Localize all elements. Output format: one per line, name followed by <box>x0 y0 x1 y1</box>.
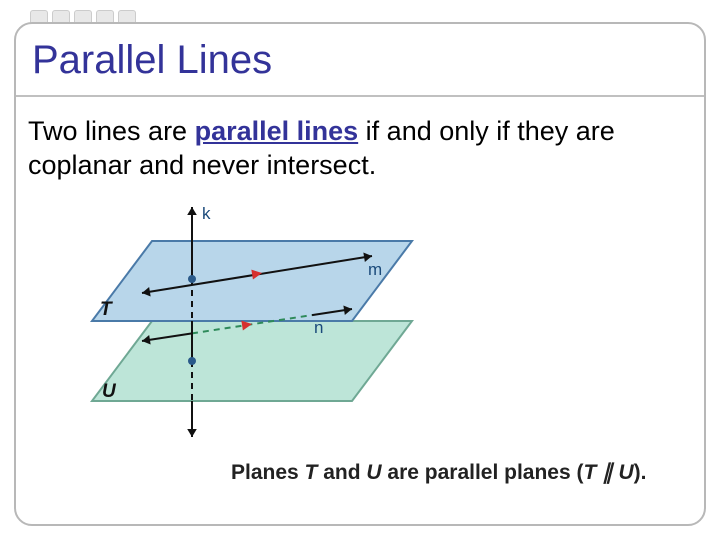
svg-text:T: T <box>100 299 113 320</box>
diagram-svg: n m k T U <box>52 201 452 451</box>
caption-t: T <box>305 461 318 484</box>
slide-card: Parallel Lines Two lines are parallel li… <box>14 22 706 526</box>
slide-title: Parallel Lines <box>32 38 688 83</box>
slide-body: Two lines are parallel lines if and only… <box>16 97 704 451</box>
definition-term: parallel lines <box>195 116 359 146</box>
caption-rel: T ∥ U <box>584 461 634 484</box>
caption-u: U <box>366 461 381 484</box>
svg-text:U: U <box>102 381 117 402</box>
svg-text:m: m <box>368 260 382 279</box>
caption-pre: Planes <box>231 461 305 484</box>
caption-post: ). <box>634 461 647 484</box>
caption: Planes T and U are parallel planes (T ∥ … <box>231 460 647 485</box>
definition-text: Two lines are parallel lines if and only… <box>28 115 692 183</box>
diagram: n m k T U <box>52 201 452 451</box>
definition-pre: Two lines are <box>28 116 195 146</box>
caption-mid2: are parallel planes ( <box>382 461 584 484</box>
svg-text:k: k <box>202 204 211 223</box>
caption-mid1: and <box>317 461 366 484</box>
title-band: Parallel Lines <box>16 24 704 97</box>
svg-text:n: n <box>314 318 323 337</box>
